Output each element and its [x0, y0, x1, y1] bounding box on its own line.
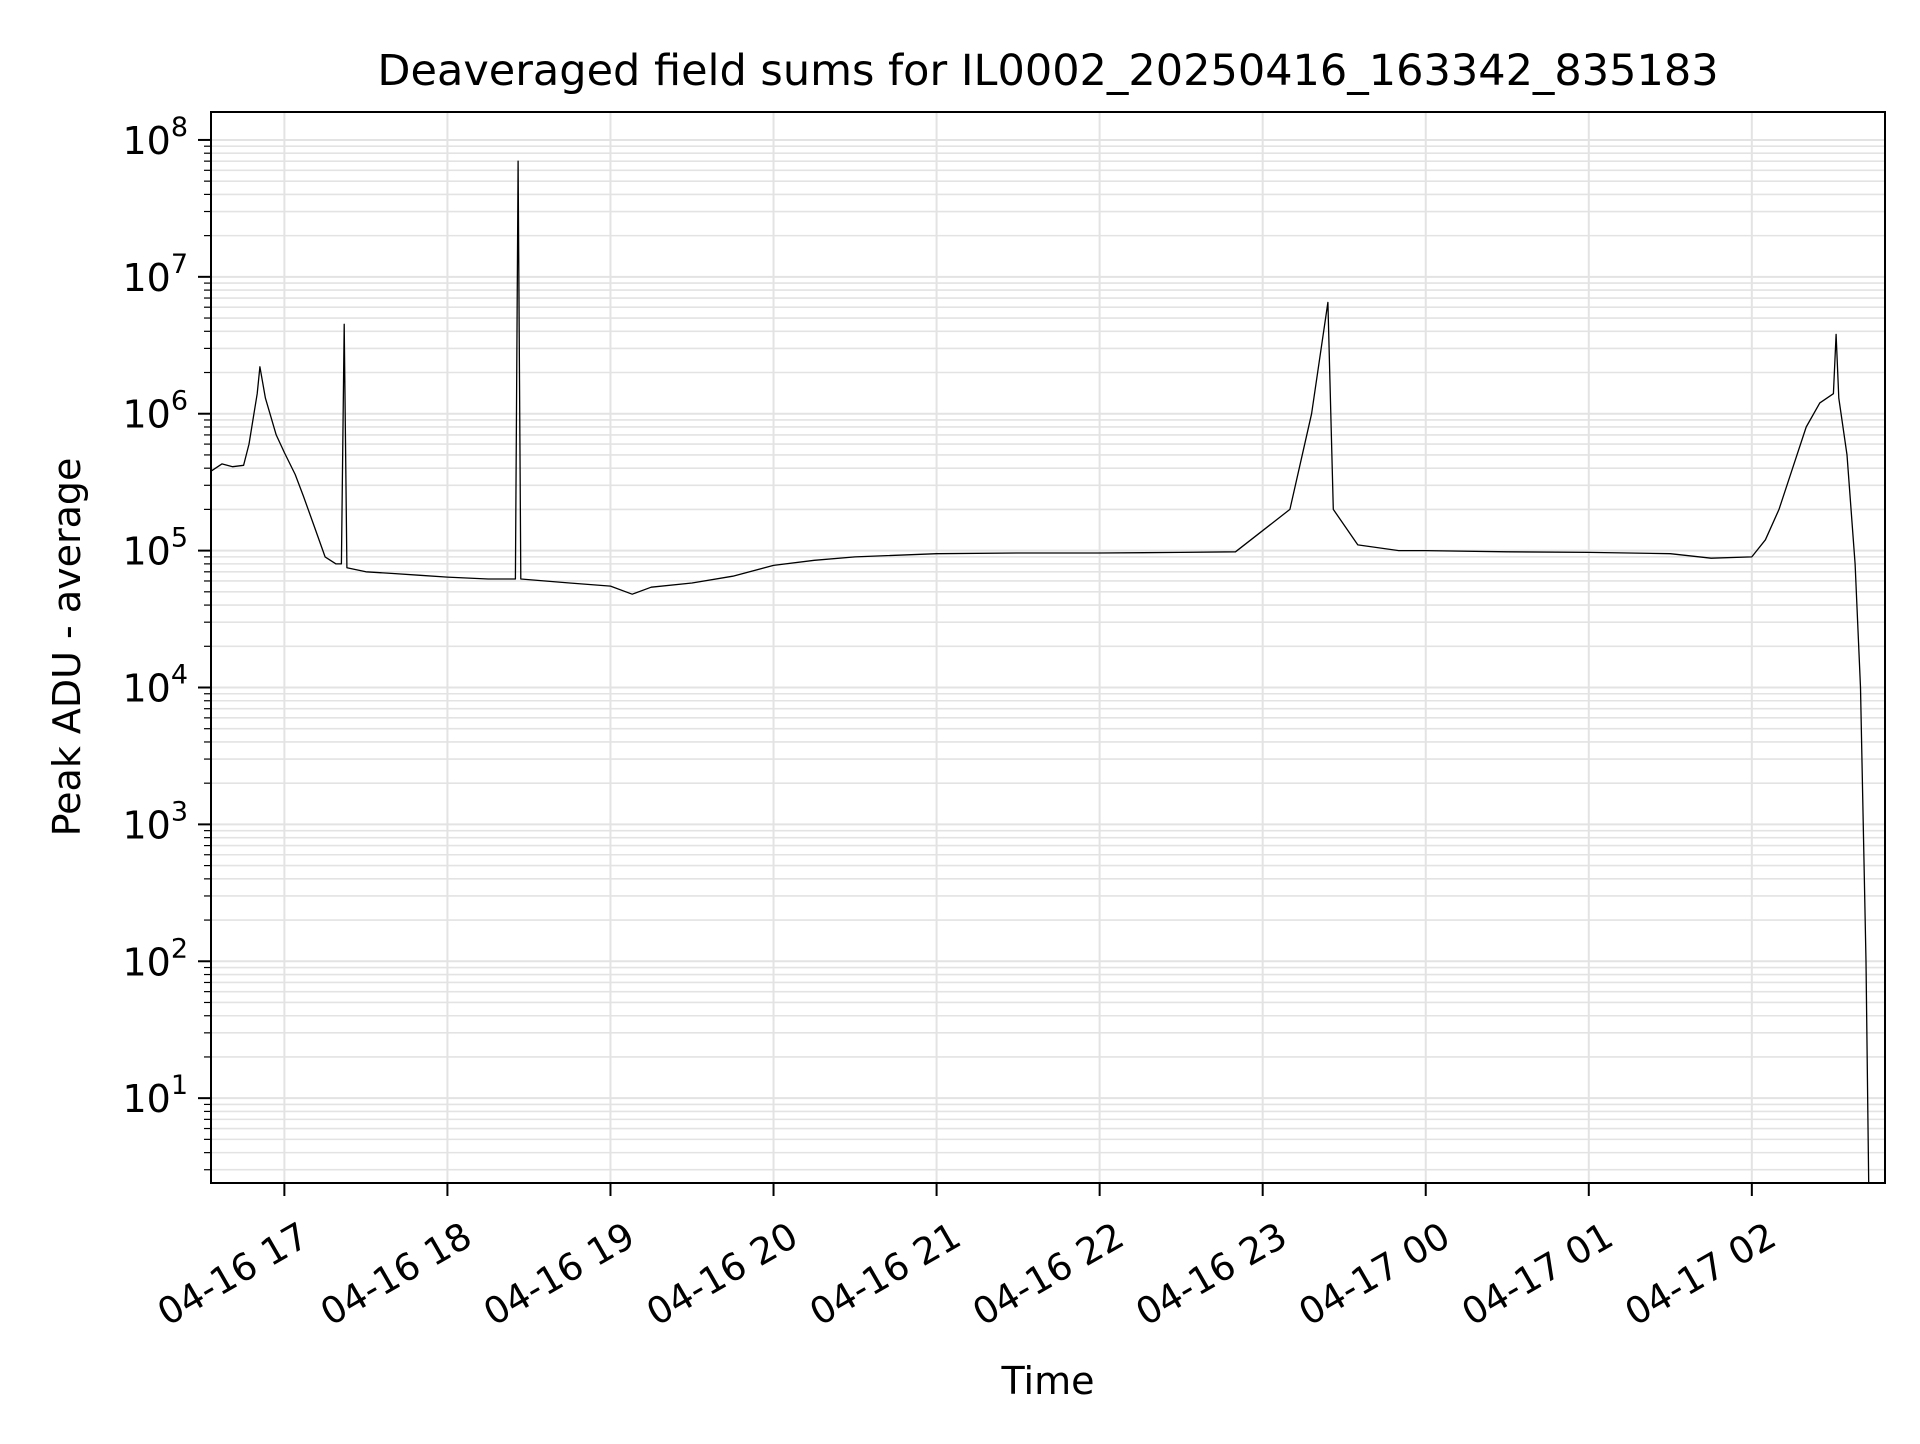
y-axis-label: Peak ADU - average: [45, 458, 89, 837]
chart-title: Deaveraged field sums for IL0002_2025041…: [377, 46, 1718, 96]
y-tick-label: 102: [122, 933, 188, 984]
y-axis: 101 102 103 104 105 106 107 108: [122, 112, 211, 1171]
series-line: [210, 160, 1870, 1184]
plot-frame: [210, 111, 1886, 1184]
major-gridlines: [211, 112, 1885, 1183]
y-tick-label: 106: [122, 386, 188, 437]
series-group: [210, 160, 1870, 1184]
y-tick-label: 101: [122, 1070, 188, 1121]
x-axis-label: Time: [1001, 1359, 1095, 1403]
y-tick-label: 108: [122, 112, 188, 163]
y-tick-label: 103: [122, 796, 188, 847]
minor-gridlines: [211, 145, 1885, 1171]
y-tick-label: 107: [122, 249, 188, 300]
y-tick-label: 105: [122, 523, 188, 574]
y-tick-label: 104: [122, 659, 188, 710]
